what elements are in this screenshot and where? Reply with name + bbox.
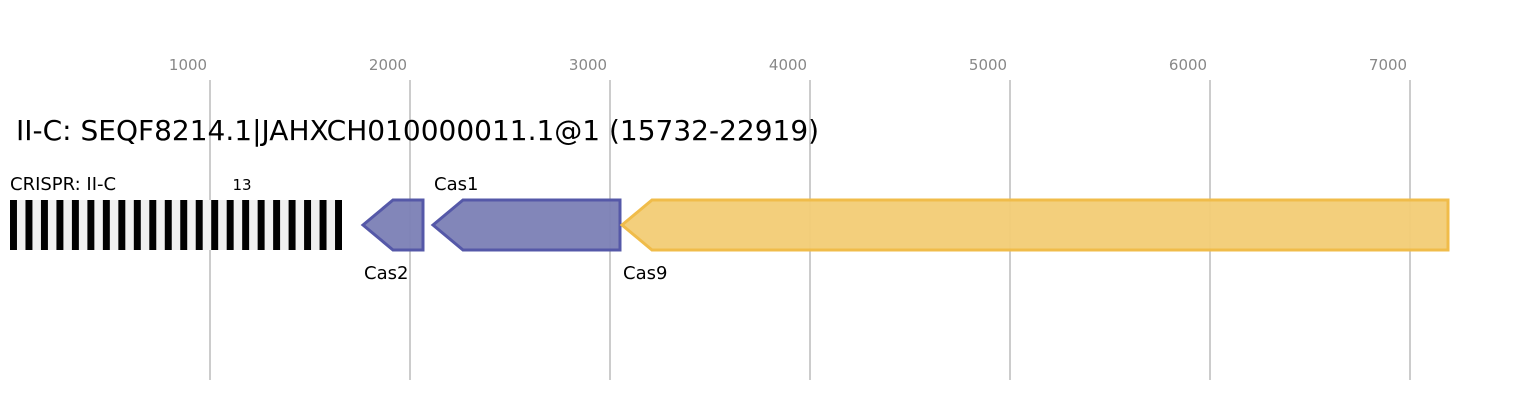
locus-title: II-C: SEQF8214.1|JAHXCH010000011.1@1 (15… [16,114,819,147]
crispr-repeat [211,200,219,250]
crispr-label: CRISPR: II-C [10,174,116,195]
crispr-repeat [164,200,172,250]
crispr-repeat [319,200,327,250]
crispr-repeat [257,200,265,250]
crispr-repeat [133,200,141,250]
gene-cas1[interactable] [430,198,622,252]
tick-label: 7000 [1369,56,1407,74]
crispr-repeat [195,200,203,250]
tick-label: 5000 [969,56,1007,74]
tick-label: 2000 [369,56,407,74]
tick-label: 1000 [169,56,207,74]
gene-label: Cas2 [364,263,408,284]
tick-label: 6000 [1169,56,1207,74]
crispr-repeat [56,200,64,250]
gene-label: Cas1 [434,174,478,195]
crispr-repeat [149,200,157,250]
crispr-repeat [71,200,79,250]
crispr-repeat [102,200,110,250]
gene-label: Cas9 [623,263,667,284]
crispr-repeat [40,200,48,250]
gene-cas9[interactable] [619,198,1450,252]
tick-label: 3000 [569,56,607,74]
crispr-array: CRISPR: II-C 13 [10,174,342,250]
crispr-repeat [118,200,126,250]
crispr-repeat [288,200,296,250]
crispr-repeat [304,200,312,250]
crispr-repeat [226,200,234,250]
crispr-repeat [242,200,250,250]
genes: Cas2 Cas1 Cas9 [360,174,1450,284]
crispr-repeat [335,200,342,250]
tick-label: 4000 [769,56,807,74]
crispr-repeat [87,200,95,250]
crispr-repeat [10,200,17,250]
crispr-repeat [25,200,33,250]
crispr-background [10,200,342,250]
crispr-repeat [180,200,188,250]
gene-cas2[interactable] [360,198,425,252]
crispr-repeat [273,200,281,250]
crispr-repeat-count: 13 [232,176,251,194]
